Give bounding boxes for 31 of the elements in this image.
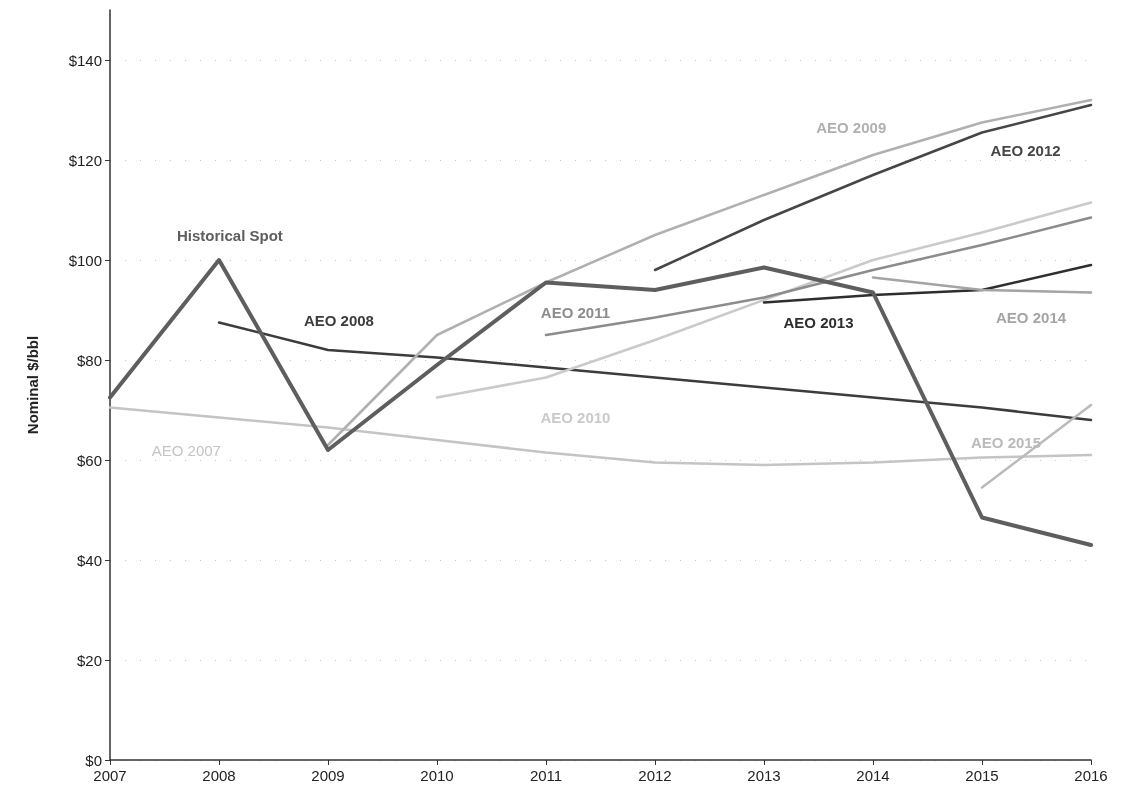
series-label: AEO 2009: [816, 119, 887, 136]
line-series: [108, 258, 1093, 547]
y-tick-label: $100: [68, 251, 102, 269]
y-tick-label: $20: [76, 651, 102, 669]
series-label: AEO 2011: [540, 304, 611, 321]
y-tick-label: $120: [68, 151, 102, 169]
x-tick-label: 2010: [420, 767, 454, 784]
y-tick-label: $60: [76, 451, 102, 469]
series-label: AEO 2007: [151, 441, 221, 459]
series-label: AEO 2012: [990, 141, 1061, 159]
y-tick-label: $40: [76, 551, 102, 569]
series-label: AEO 2015: [970, 434, 1041, 451]
line-series: [762, 263, 1093, 304]
x-tick-label: 2008: [202, 767, 236, 784]
x-tick-label: 2014: [856, 767, 890, 784]
x-tick-label: 2013: [747, 767, 781, 784]
x-tick-label: 2015: [965, 767, 999, 784]
x-tick-label: 2009: [311, 767, 345, 784]
y-axis-title: Nominal $/bbl: [24, 335, 41, 435]
series-label: AEO 2008: [303, 311, 374, 329]
series-label: Historical Spot: [176, 226, 283, 244]
x-tick-label: 2007: [93, 767, 127, 784]
series-label: AEO 2013: [783, 314, 854, 331]
series-label: AEO 2014: [996, 309, 1067, 326]
x-tick-label: 2016: [1074, 767, 1108, 784]
line-series: [653, 103, 1093, 272]
y-tick-label: $80: [76, 351, 102, 369]
x-tick-label: 2011: [529, 767, 563, 784]
y-tick-label: $0: [85, 751, 102, 769]
x-tick-label: 2012: [638, 767, 672, 784]
y-tick-label: $140: [68, 51, 102, 69]
